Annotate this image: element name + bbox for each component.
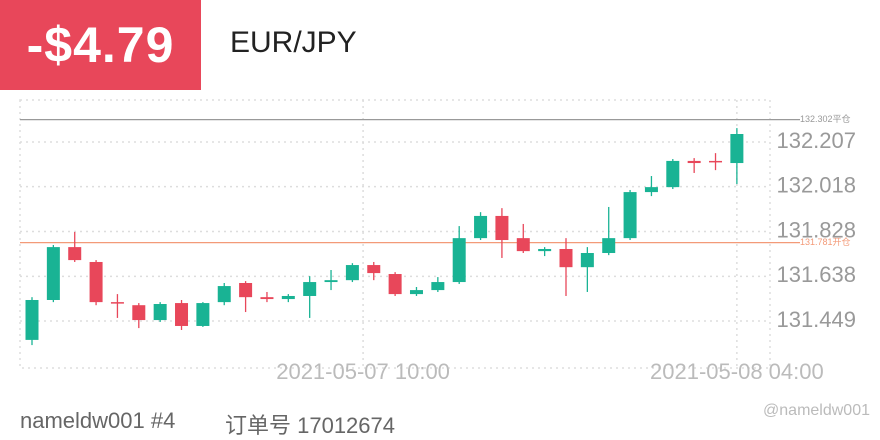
candle-body bbox=[89, 261, 103, 303]
y-tick-label: 132.018 bbox=[776, 172, 856, 197]
candle-body bbox=[175, 303, 189, 326]
candle-body bbox=[538, 248, 552, 252]
candle-body bbox=[303, 282, 317, 296]
y-tick-label: 131.449 bbox=[776, 307, 856, 332]
candle-body bbox=[110, 302, 124, 304]
candle-body bbox=[602, 238, 616, 254]
candle-body bbox=[516, 238, 530, 252]
candle-body bbox=[196, 303, 210, 326]
candle-body bbox=[431, 282, 445, 291]
candle-body bbox=[730, 134, 744, 164]
candle-body bbox=[452, 238, 466, 283]
candle-body bbox=[666, 160, 680, 188]
candle-body bbox=[25, 299, 39, 340]
candle-body bbox=[345, 265, 359, 281]
reference-label: 132.302平仓 bbox=[800, 113, 851, 124]
candle-body bbox=[281, 295, 295, 300]
candle-body bbox=[239, 282, 253, 298]
pnl-badge: -$4.79 bbox=[0, 0, 201, 90]
symbol: EUR/JPY bbox=[230, 26, 357, 59]
candle-body bbox=[260, 297, 274, 300]
y-tick-label: 131.828 bbox=[776, 217, 856, 242]
candle-body bbox=[709, 160, 723, 163]
x-tick-label: 2021-05-07 10:00 bbox=[276, 359, 450, 384]
candle-body bbox=[474, 215, 488, 239]
plot-frame bbox=[19, 99, 771, 369]
candle-body bbox=[324, 280, 338, 283]
candle-body bbox=[68, 247, 82, 261]
x-tick-label: 2021-05-08 04:00 bbox=[650, 359, 824, 384]
candle-body bbox=[46, 247, 60, 300]
candle-body bbox=[644, 187, 658, 193]
candle-body bbox=[132, 305, 146, 321]
candle-body bbox=[388, 274, 402, 295]
candle-body bbox=[623, 192, 637, 239]
candle-body bbox=[495, 215, 509, 241]
candle-body bbox=[367, 265, 381, 274]
chart: 131.449 131.638 131.828 132.018 132.207 2021-… bbox=[19, 99, 856, 384]
reference-label: 131.781开仓 bbox=[800, 236, 851, 247]
candle-body bbox=[217, 286, 231, 303]
candle-body bbox=[580, 253, 594, 268]
candle-body bbox=[687, 160, 701, 164]
candle-body bbox=[559, 248, 573, 268]
candle-body bbox=[409, 290, 423, 295]
y-tick-label: 131.638 bbox=[776, 262, 856, 287]
order-number: 订单号 17012674 bbox=[225, 413, 395, 438]
candle-body bbox=[153, 304, 167, 321]
account: nameldw001 #4 bbox=[20, 408, 176, 433]
watermark: @nameldw001 bbox=[763, 402, 870, 419]
y-tick-label: 132.207 bbox=[776, 128, 856, 153]
